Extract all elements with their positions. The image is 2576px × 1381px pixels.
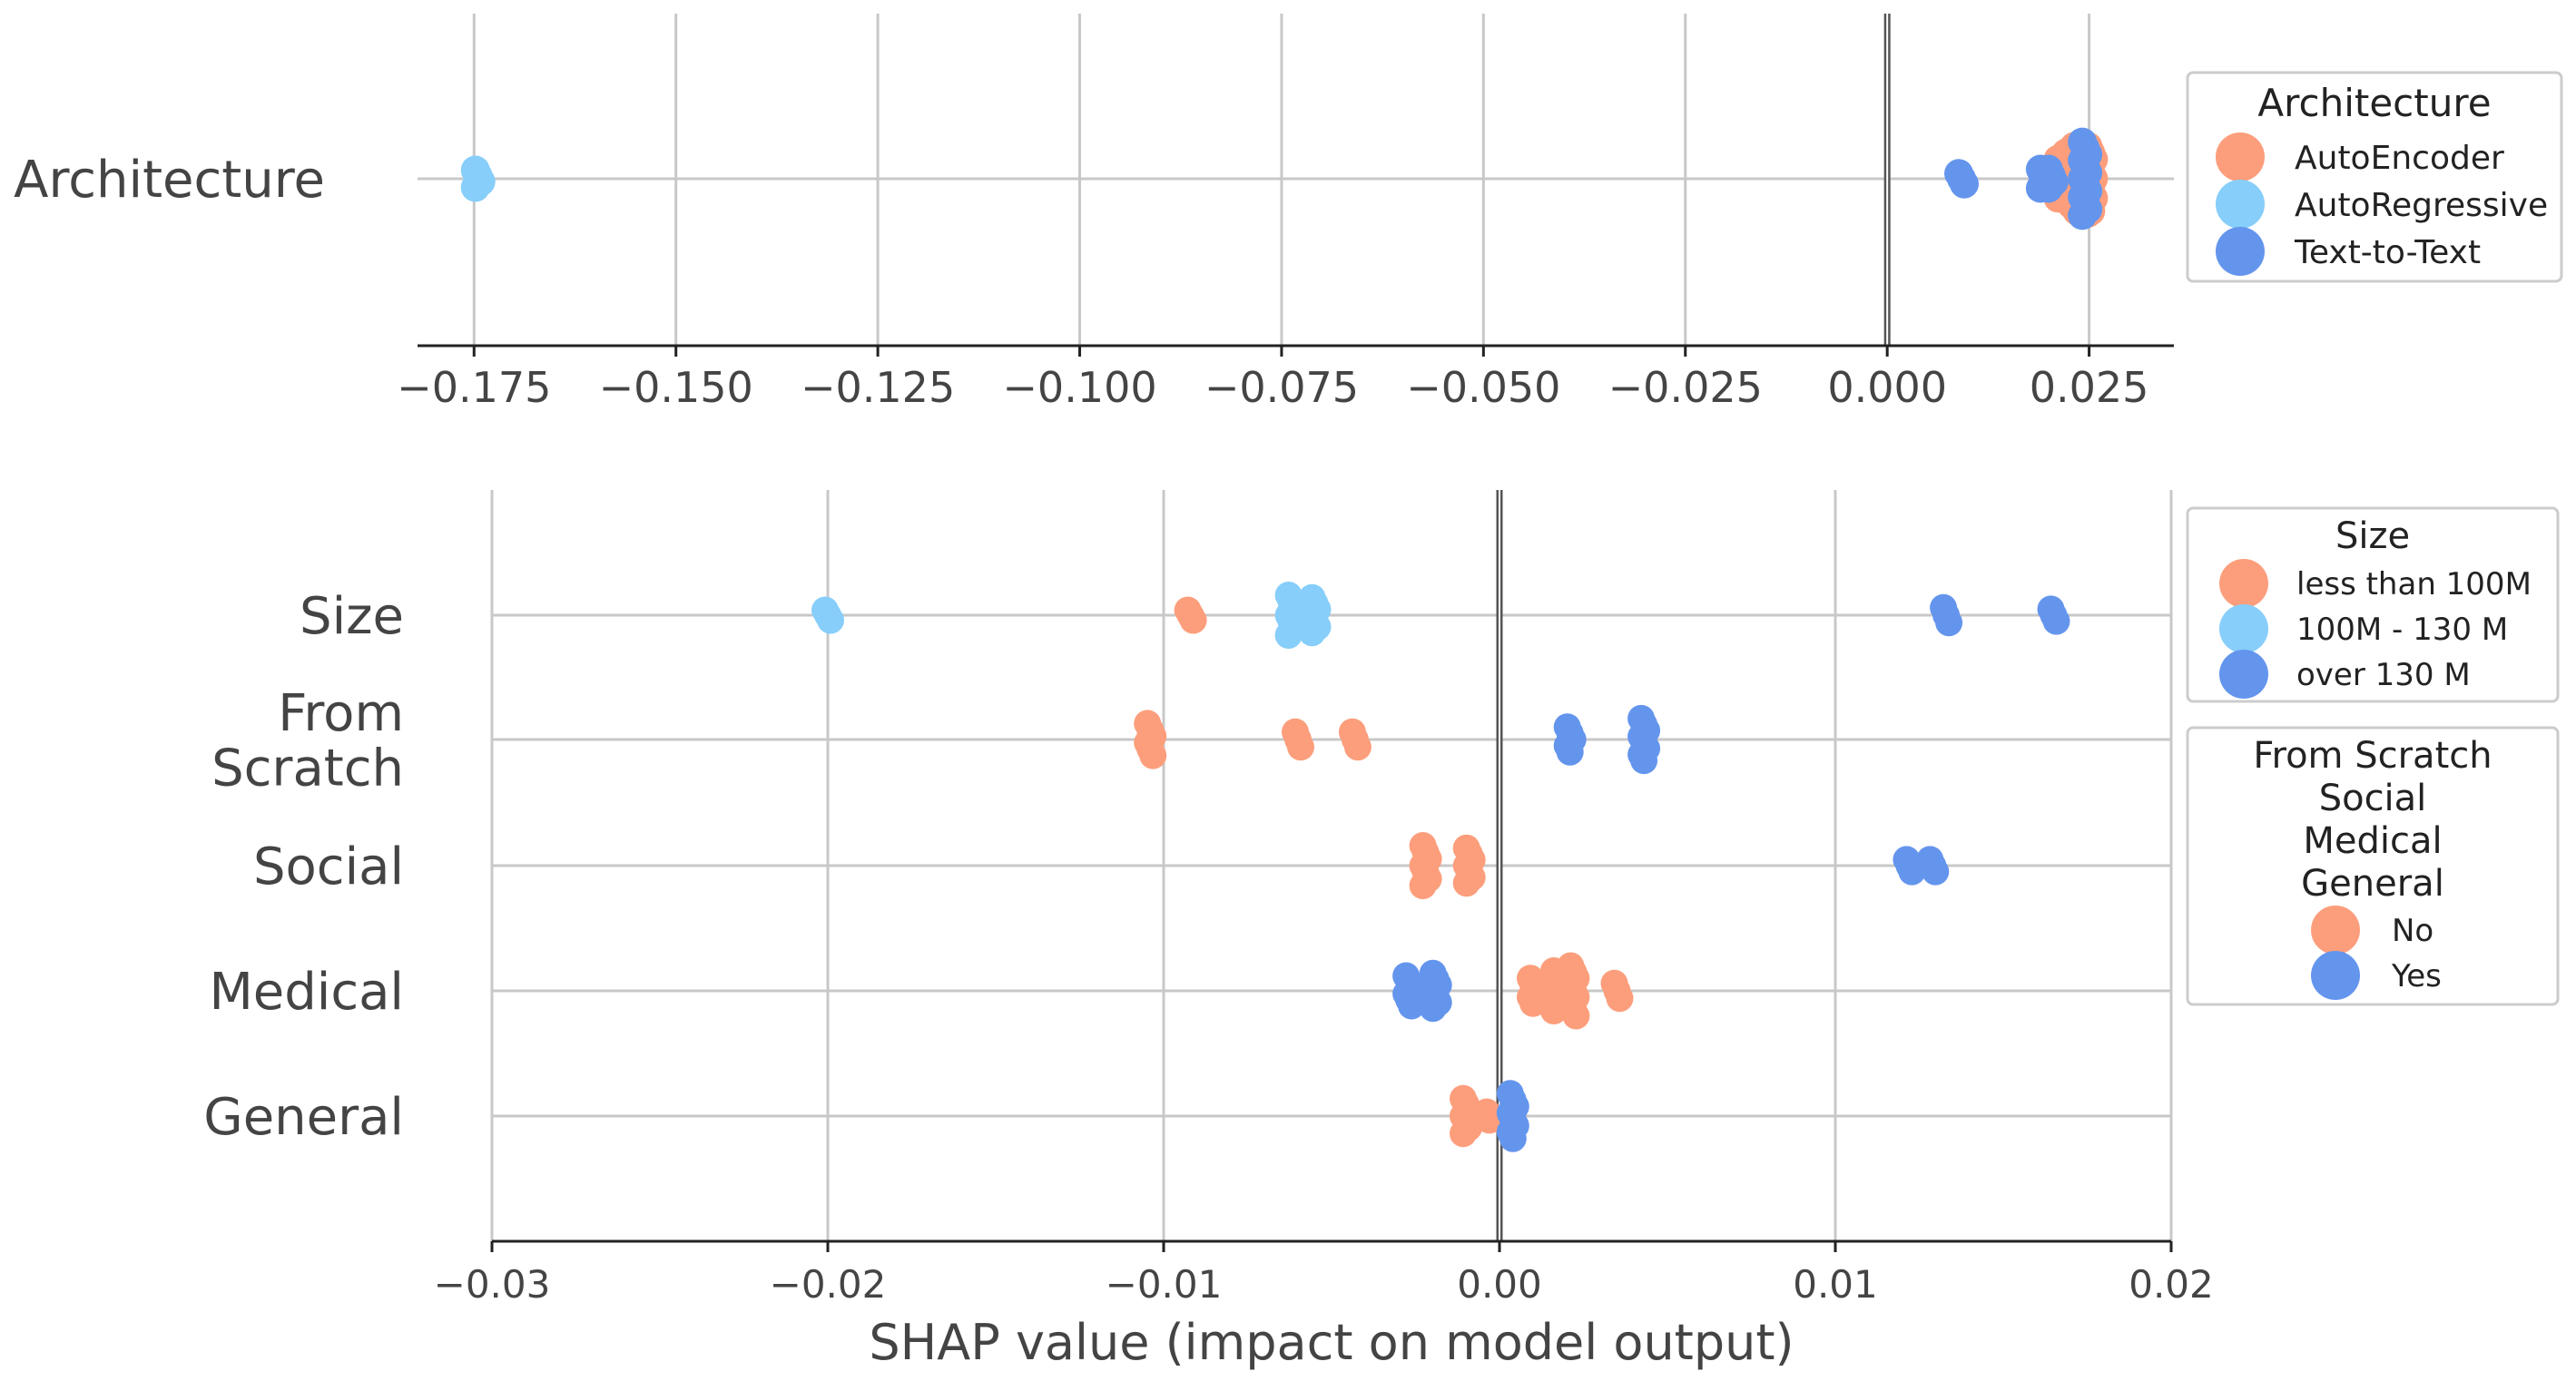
data-point — [1935, 609, 1963, 637]
x-tick-label: 0.02 — [2129, 1262, 2214, 1307]
data-point — [1450, 1120, 1477, 1148]
data-point — [1475, 1106, 1503, 1134]
data-point — [2068, 201, 2098, 230]
data-point — [1274, 622, 1303, 649]
x-tick-label: −0.125 — [801, 363, 955, 412]
data-point — [1452, 869, 1480, 897]
legend-label: 100M - 130 M — [2296, 612, 2508, 648]
legend-frame — [2186, 71, 2563, 283]
data-point — [1556, 738, 1584, 766]
feature-label: From — [278, 684, 404, 743]
x-tick-label: 0.000 — [1827, 363, 1947, 412]
data-point — [2042, 607, 2070, 635]
x-tick-label: −0.050 — [1406, 363, 1560, 412]
x-tick-label: −0.025 — [1608, 363, 1763, 412]
x-tick-label: −0.175 — [397, 363, 551, 412]
data-point — [1298, 619, 1326, 647]
x-tick-label: −0.075 — [1204, 363, 1359, 412]
x-tick-label: −0.02 — [770, 1262, 887, 1307]
plot-panel-1 — [490, 490, 2173, 1252]
legend-label: No — [2392, 913, 2433, 949]
feature-label: General — [203, 1088, 404, 1147]
data-point — [1630, 747, 1658, 775]
legend-marker — [2216, 132, 2265, 181]
data-point — [2033, 173, 2063, 203]
legend-title: Medical — [2303, 820, 2442, 862]
data-point — [1398, 992, 1426, 1020]
legend-title: General — [2301, 863, 2444, 905]
feature-label: Size — [300, 587, 404, 646]
legend-marker — [2311, 951, 2360, 1000]
x-tick-label: 0.01 — [1793, 1262, 1878, 1307]
legend-frame — [2186, 506, 2560, 703]
data-point — [1562, 1002, 1590, 1030]
legend-marker — [2219, 604, 2268, 653]
data-point — [1409, 872, 1437, 899]
legend-label: AutoRegressive — [2295, 187, 2548, 224]
legend — [2186, 506, 2560, 703]
feature-label: Social — [253, 837, 404, 896]
data-point — [1419, 994, 1447, 1023]
legend-title: Architecture — [2257, 81, 2491, 125]
legend-marker — [2219, 559, 2268, 608]
data-point — [1343, 733, 1372, 761]
x-tick-label: −0.03 — [434, 1262, 551, 1307]
legend-label: Text-to-Text — [2294, 234, 2481, 271]
feature-label: Architecture — [14, 151, 325, 210]
x-axis-label: SHAP value (impact on model output) — [869, 1314, 1794, 1371]
feature-label: Scratch — [211, 739, 404, 798]
legend-label: less than 100M — [2296, 566, 2532, 602]
x-tick-label: 0.025 — [2030, 363, 2149, 412]
x-tick-label: −0.150 — [599, 363, 753, 412]
plot-panel-0 — [418, 14, 2174, 357]
legend-marker — [2216, 227, 2265, 276]
data-point — [1922, 857, 1950, 886]
data-point — [817, 606, 844, 634]
legend-label: AutoEncoder — [2295, 140, 2504, 177]
legend-title: From Scratch — [2253, 735, 2492, 777]
x-tick-label: −0.100 — [1002, 363, 1156, 412]
data-point — [1950, 169, 1980, 199]
legend-title: Size — [2335, 515, 2410, 557]
legend-label: Yes — [2391, 958, 2442, 994]
legend-frame — [2186, 726, 2560, 1006]
legend-title: Social — [2319, 778, 2427, 819]
legend-marker — [2311, 906, 2360, 955]
x-tick-label: −0.01 — [1106, 1262, 1223, 1307]
legend-marker — [2216, 180, 2265, 229]
data-point — [460, 172, 490, 202]
data-point — [1139, 741, 1167, 769]
legend-label: over 130 M — [2296, 657, 2471, 693]
data-point — [1606, 984, 1634, 1013]
data-point — [1519, 989, 1547, 1017]
data-point — [1287, 733, 1314, 761]
data-point — [1179, 606, 1207, 634]
legend — [2186, 71, 2563, 283]
x-tick-label: 0.00 — [1457, 1262, 1542, 1307]
feature-label: Medical — [209, 963, 404, 1022]
legend-marker — [2219, 650, 2268, 699]
legend — [2186, 726, 2560, 1006]
data-point — [1499, 1124, 1527, 1152]
